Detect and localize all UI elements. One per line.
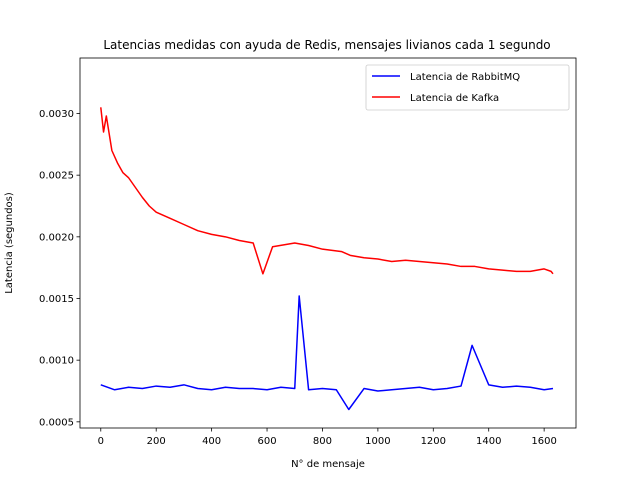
y-tick-label: 0.0020 bbox=[39, 232, 74, 243]
y-tick-label: 0.0015 bbox=[39, 294, 74, 305]
chart-title: Latencias medidas con ayuda de Redis, me… bbox=[103, 38, 550, 52]
x-tick-label: 1000 bbox=[365, 436, 390, 447]
series-line-1 bbox=[100, 107, 554, 275]
x-tick-label: 400 bbox=[202, 436, 221, 447]
y-axis-title: Latencia (segundos) bbox=[4, 192, 15, 294]
x-axis-title: N° de mensaje bbox=[291, 459, 365, 470]
legend-label-rabbitmq: Latencia de RabbitMQ bbox=[410, 72, 520, 83]
y-tick-label: 0.0005 bbox=[39, 417, 74, 428]
x-tick-label: 0 bbox=[98, 436, 104, 447]
series-layer bbox=[100, 107, 554, 411]
x-tick-label: 800 bbox=[313, 436, 332, 447]
legend-box bbox=[365, 64, 570, 111]
x-axis-ticks: 0 200 400 600 800 1000 1200 1400 1600 bbox=[98, 428, 557, 447]
x-tick-label: 200 bbox=[147, 436, 166, 447]
series-line-0 bbox=[100, 295, 554, 411]
y-tick-label: 0.0025 bbox=[39, 171, 74, 182]
y-tick-label: 0.0030 bbox=[39, 109, 74, 120]
y-tick-label: 0.0010 bbox=[39, 356, 74, 367]
x-tick-label: 600 bbox=[257, 436, 276, 447]
legend-label-kafka: Latencia de Kafka bbox=[410, 93, 499, 104]
x-tick-label: 1400 bbox=[476, 436, 501, 447]
legend: Latencia de RabbitMQ Latencia de Kafka bbox=[365, 64, 570, 111]
y-axis-ticks: 0.0005 0.0010 0.0015 0.0020 0.0025 0.0030 bbox=[39, 109, 80, 428]
plot-frame bbox=[79, 57, 577, 429]
x-tick-label: 1600 bbox=[531, 436, 556, 447]
x-tick-label: 1200 bbox=[421, 436, 446, 447]
